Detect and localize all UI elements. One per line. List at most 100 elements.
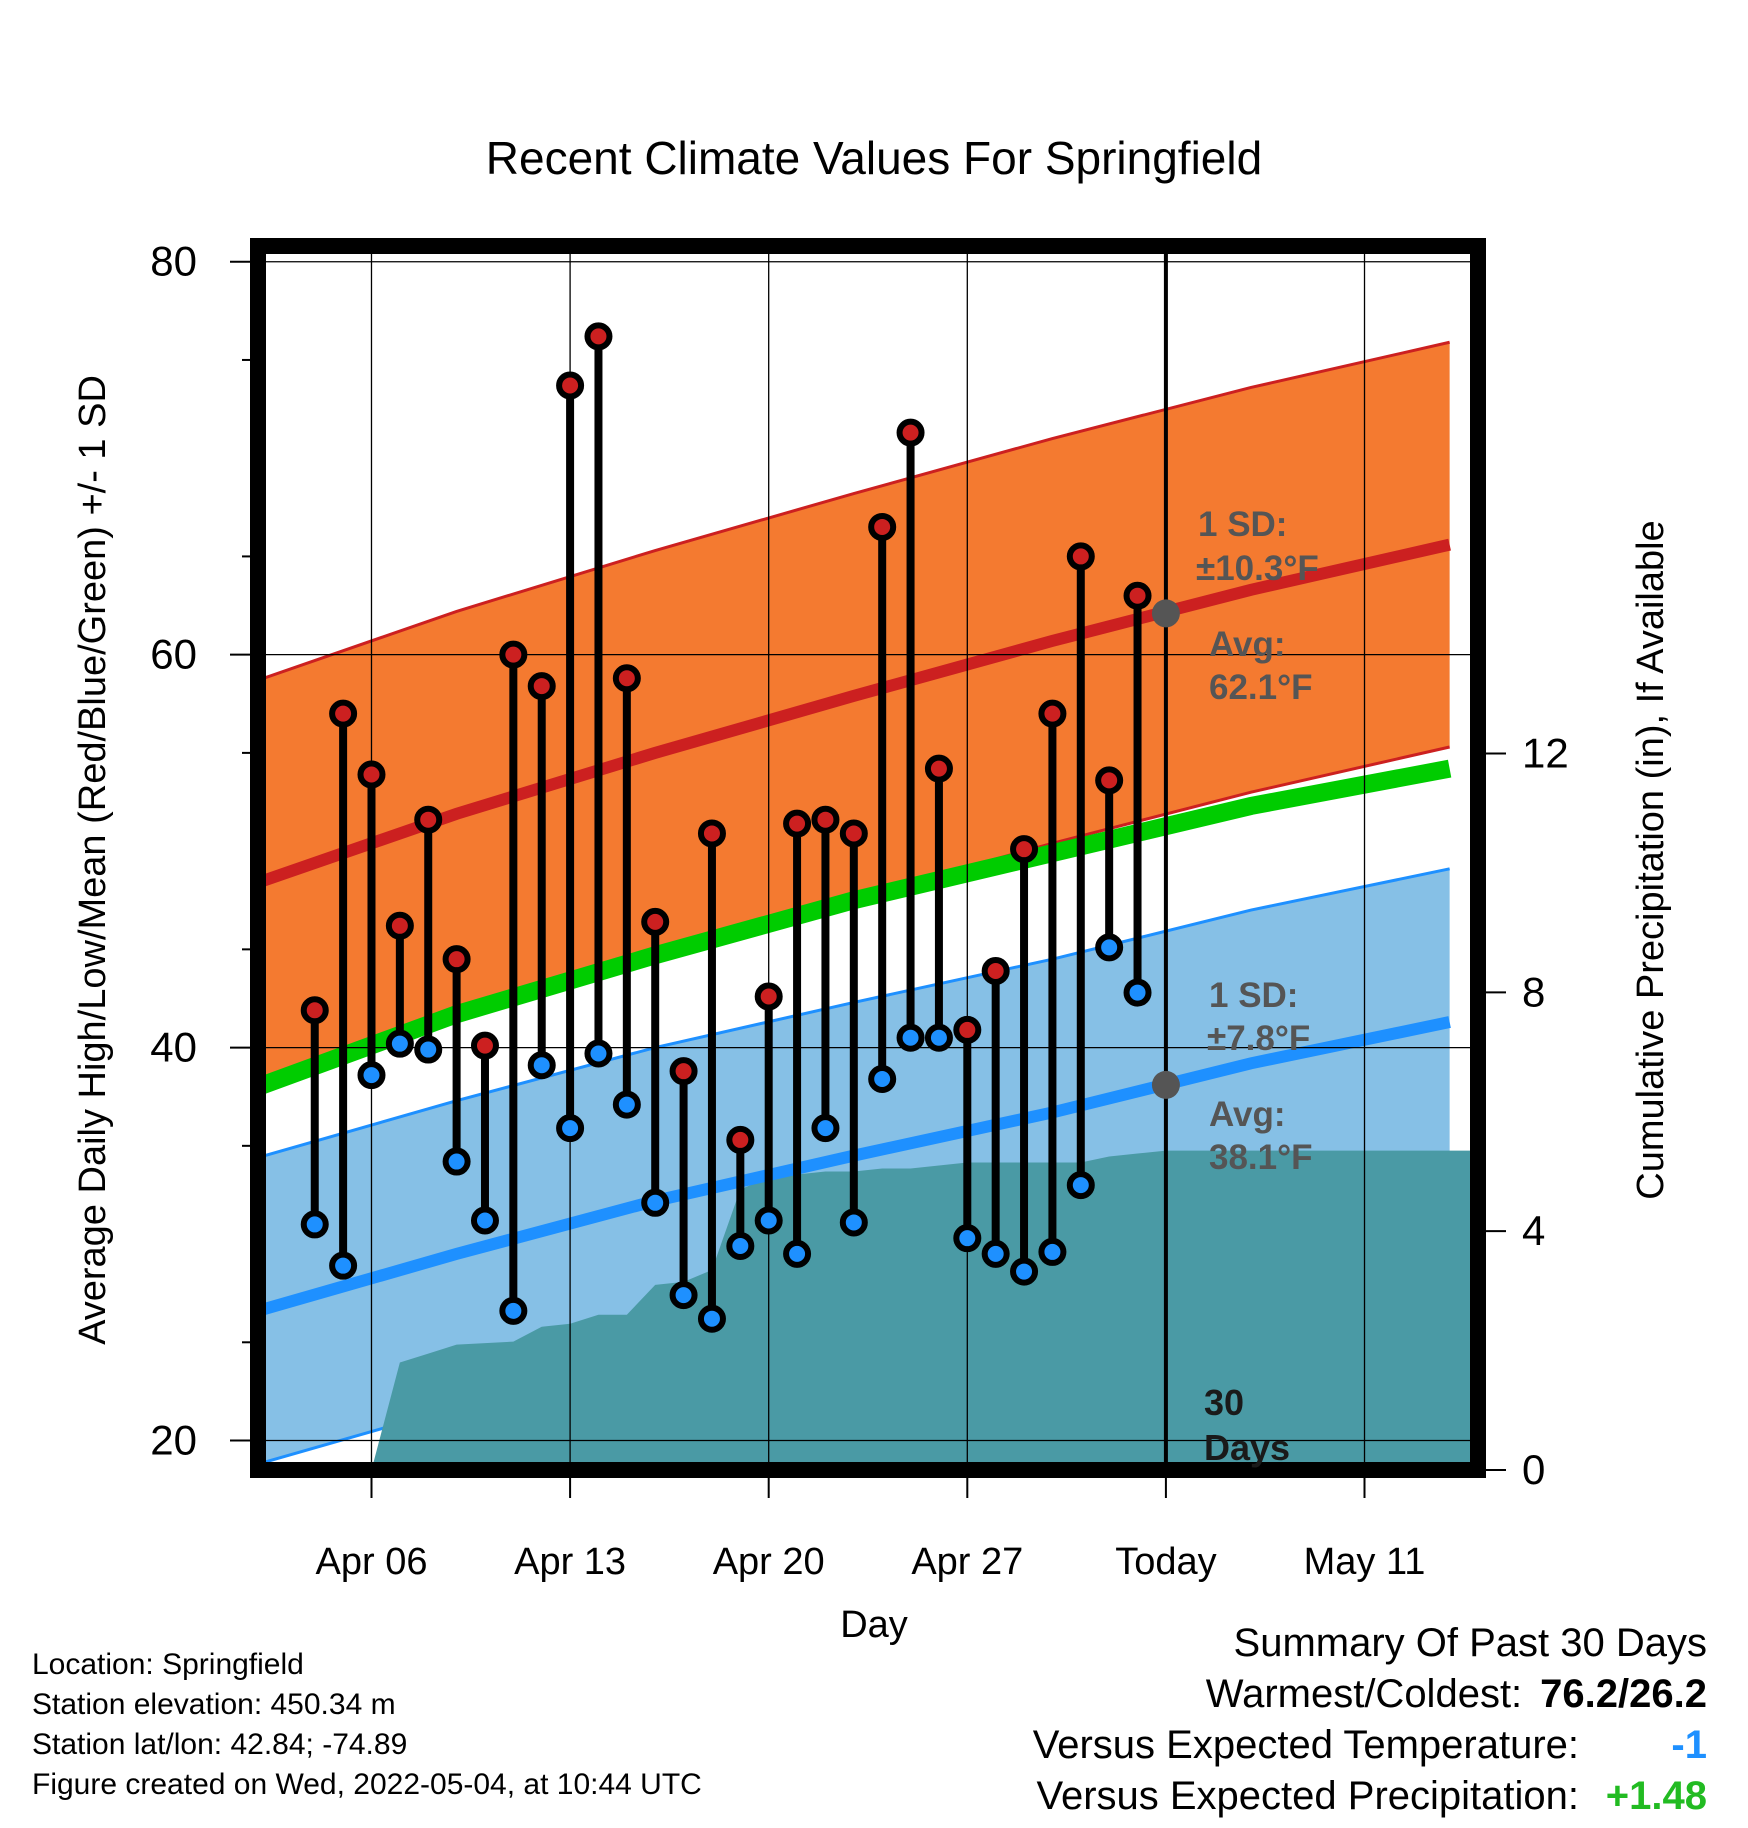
daily-low-point bbox=[669, 1281, 698, 1310]
plot-area bbox=[258, 246, 1478, 1470]
daily-high-point bbox=[783, 809, 812, 838]
y-tick-label: 80 bbox=[150, 238, 197, 285]
y-axis-label: Average Daily High/Low/Mean (Red/Blue/Gr… bbox=[72, 375, 114, 1345]
daily-low-point bbox=[783, 1239, 812, 1268]
daily-low-point bbox=[527, 1051, 556, 1080]
daily-low-point bbox=[442, 1147, 471, 1176]
daily-high-point bbox=[1066, 542, 1095, 571]
daily-high-point bbox=[839, 819, 868, 848]
daily-low-point bbox=[1038, 1237, 1067, 1266]
daily-high-point bbox=[953, 1015, 982, 1044]
daily-low-point bbox=[1123, 978, 1152, 1007]
daily-low-point bbox=[839, 1208, 868, 1237]
daily-low-point bbox=[953, 1224, 982, 1253]
clipped-plot bbox=[258, 246, 1478, 1470]
daily-low-point bbox=[1095, 933, 1124, 962]
daily-high-point bbox=[1038, 699, 1067, 728]
precip-vs-expected-value: +1.48 bbox=[1605, 1774, 1707, 1818]
daily-high-point bbox=[1010, 835, 1039, 864]
warmest-coldest-label: Warmest/Coldest: bbox=[1205, 1672, 1523, 1716]
daily-high-point bbox=[811, 805, 840, 834]
daily-high-point bbox=[896, 418, 925, 447]
daily-low-point bbox=[499, 1296, 528, 1325]
y2-axis-label: Cumulative Precipitation (in), If Availa… bbox=[1630, 520, 1672, 1199]
period-number: 30 bbox=[1204, 1382, 1244, 1423]
low-sd-label: 1 SD: bbox=[1209, 976, 1298, 1015]
daily-high-point bbox=[385, 911, 414, 940]
daily-low-point bbox=[924, 1023, 953, 1052]
daily-low-point bbox=[697, 1304, 726, 1333]
plot-frame bbox=[250, 238, 1486, 1478]
daily-high-point bbox=[300, 996, 329, 1025]
station-info: Location: Springfield Station elevation:… bbox=[32, 1645, 702, 1805]
daily-low-point bbox=[981, 1239, 1010, 1268]
daily-high-point bbox=[584, 322, 613, 351]
axes: 20 40 60 80 0 4 8 12 Apr 06 Apr 13 Apr 20 Apr 27 Tod… bbox=[150, 238, 1568, 1583]
y2-tick-label: 4 bbox=[1522, 1207, 1545, 1254]
daily-high-point bbox=[414, 805, 443, 834]
daily-high-point bbox=[442, 945, 471, 974]
summary-warmest-row: Warmest/Coldest: 76.2/26.2 bbox=[1206, 1672, 1707, 1717]
daily-high-point bbox=[1095, 766, 1124, 795]
x-tick-label: Apr 20 bbox=[713, 1541, 825, 1583]
low-avg-label: Avg: bbox=[1209, 1095, 1285, 1134]
daily-high-point bbox=[641, 907, 670, 936]
daily-low-point bbox=[811, 1114, 840, 1143]
daily-low-point bbox=[868, 1065, 897, 1094]
daily-high-point bbox=[754, 982, 783, 1011]
high-normal-line bbox=[258, 538, 1451, 889]
precipitation-area bbox=[258, 1150, 1478, 1470]
location-text: Location: Springfield bbox=[32, 1648, 304, 1681]
daily-high-point bbox=[612, 664, 641, 693]
low-avg-value: 38.1°F bbox=[1209, 1138, 1313, 1177]
x-tick-label: May 11 bbox=[1304, 1541, 1426, 1583]
high-avg-value: 62.1°F bbox=[1209, 668, 1313, 707]
daily-high-point bbox=[357, 760, 386, 789]
x-tick-label: Apr 27 bbox=[911, 1541, 1023, 1583]
elevation-text: Station elevation: 450.34 m bbox=[32, 1688, 396, 1721]
daily-low-point bbox=[641, 1188, 670, 1217]
created-text: Figure created on Wed, 2022-05-04, at 10… bbox=[32, 1768, 702, 1801]
daily-low-point bbox=[1066, 1171, 1095, 1200]
daily-high-point bbox=[697, 819, 726, 848]
daily-high-point bbox=[924, 754, 953, 783]
low-sd-value: ±7.8°F bbox=[1207, 1019, 1310, 1058]
y-tick-label: 20 bbox=[150, 1417, 197, 1464]
y2-tick-label: 12 bbox=[1522, 730, 1569, 777]
temp-vs-expected-value: -1 bbox=[1671, 1723, 1707, 1767]
high-sd-band bbox=[258, 342, 1450, 1085]
high-avg-label: Avg: bbox=[1209, 625, 1285, 664]
daily-high-point bbox=[981, 956, 1010, 985]
daily-high-point bbox=[470, 1031, 499, 1060]
y-tick-label: 60 bbox=[150, 631, 197, 678]
daily-low-point bbox=[414, 1035, 443, 1064]
daily-low-point bbox=[726, 1232, 755, 1261]
daily-high-point bbox=[556, 371, 585, 400]
y2-tick-label: 0 bbox=[1522, 1446, 1545, 1493]
today-high-avg-marker bbox=[1151, 599, 1180, 628]
high-sd-label: 1 SD: bbox=[1198, 505, 1287, 544]
daily-low-point bbox=[584, 1039, 613, 1068]
precip-vs-expected-label: Versus Expected Precipitation: bbox=[1036, 1774, 1579, 1818]
temp-vs-expected-label: Versus Expected Temperature: bbox=[1032, 1723, 1579, 1767]
daily-high-point bbox=[527, 672, 556, 701]
daily-low-point bbox=[754, 1206, 783, 1235]
daily-low-point bbox=[329, 1251, 358, 1280]
today-low-avg-marker bbox=[1151, 1070, 1180, 1099]
summary-heading: Summary Of Past 30 Days bbox=[1233, 1621, 1707, 1665]
daily-high-point bbox=[1123, 581, 1152, 610]
annotations: 1 SD: ±10.3°F Avg: 62.1°F 1 SD: ±7.8°F A… bbox=[1196, 505, 1319, 1468]
high-sd-value: ±10.3°F bbox=[1196, 549, 1319, 588]
daily-low-point bbox=[357, 1061, 386, 1090]
daily-low-point bbox=[385, 1029, 414, 1058]
x-axis-label: Day bbox=[840, 1604, 908, 1646]
period-unit: Days bbox=[1204, 1427, 1290, 1468]
daily-high-point bbox=[669, 1057, 698, 1086]
y2-tick-label: 8 bbox=[1522, 968, 1545, 1015]
y-tick-label: 40 bbox=[150, 1024, 197, 1071]
daily-low-point bbox=[896, 1023, 925, 1052]
daily-low-point bbox=[556, 1114, 585, 1143]
x-tick-label: Apr 13 bbox=[514, 1541, 626, 1583]
latlon-text: Station lat/lon: 42.84; -74.89 bbox=[32, 1728, 408, 1761]
summary-temp-row: Versus Expected Temperature: -1 bbox=[1033, 1723, 1707, 1768]
